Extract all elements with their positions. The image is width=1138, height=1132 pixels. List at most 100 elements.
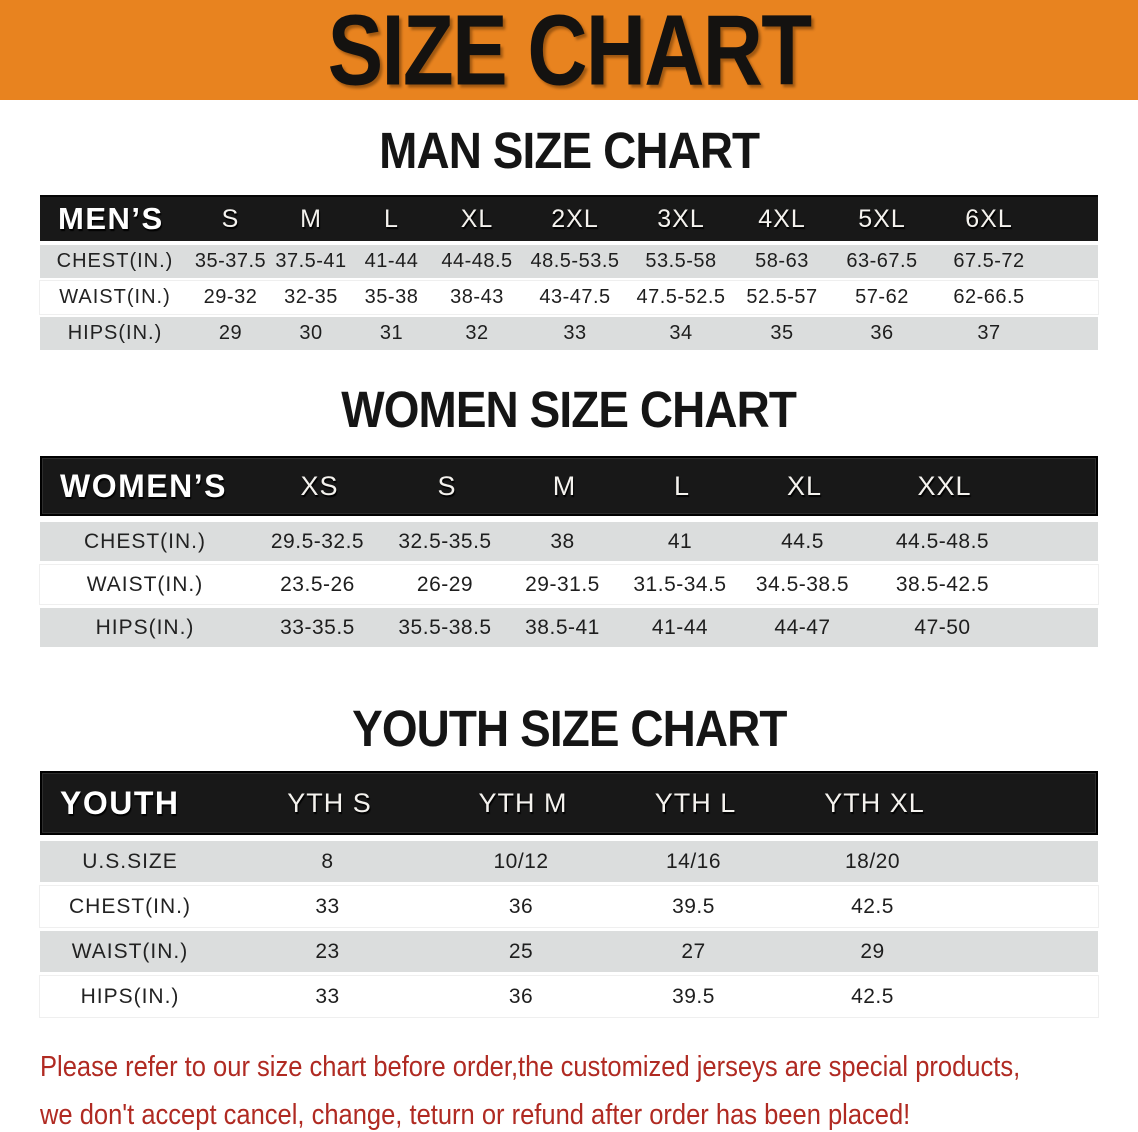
man-section-title-text: MAN SIZE CHART — [378, 122, 760, 179]
size-cell: 57-62 — [855, 286, 909, 308]
table-header-row: YOUTH YTH S YTH M YTH L YTH XL — [40, 771, 1098, 835]
column-header: S — [437, 470, 457, 501]
row-label: WAIST(IN.) — [59, 286, 171, 308]
size-cell: 53.5-58 — [645, 250, 717, 272]
column-header: YTH S — [287, 787, 372, 818]
size-cell: 37 — [977, 322, 1001, 344]
column-header: XS — [300, 470, 339, 501]
size-cell: 35 — [770, 322, 794, 344]
size-cell: 58-63 — [755, 250, 809, 272]
size-cell: 26-29 — [416, 572, 474, 596]
table-row: HIPS(IN.) 29 30 31 32 33 34 35 36 37 — [40, 317, 1098, 350]
size-cell: 38-43 — [450, 286, 504, 308]
size-cell: 63-67.5 — [846, 250, 918, 272]
size-cell: 38 — [550, 529, 575, 553]
disclaimer-line-2: we don't accept cancel, change, teturn o… — [40, 1099, 911, 1131]
size-cell: 29 — [218, 322, 243, 344]
men-size-table: MEN’S S M L XL 2XL 3XL 4XL 5XL 6XL CHEST(IN.) 35-37… — [40, 195, 1098, 350]
size-cell: 48.5-53.5 — [530, 250, 620, 272]
column-header: 4XL — [758, 204, 806, 233]
column-header: M — [300, 204, 322, 233]
size-cell: 29 — [860, 939, 885, 963]
size-cell: 27 — [681, 939, 706, 963]
table-row: WAIST(IN.) 29-32 32-35 35-38 38-43 43-47.5 47.… — [40, 281, 1098, 314]
size-chart-banner: SIZE CHART — [0, 0, 1138, 101]
size-cell: 33 — [563, 322, 587, 344]
size-cell: 25 — [508, 939, 534, 963]
size-cell: 33 — [315, 894, 340, 918]
size-cell: 23.5-26 — [280, 572, 355, 596]
table-row: U.S.SIZE 8 10/12 14/16 18/20 — [40, 841, 1098, 882]
disclaimer-line-1: Please refer to our size chart before or… — [40, 1051, 1021, 1083]
size-cell: 36 — [508, 894, 534, 918]
size-cell: 34.5-38.5 — [755, 572, 850, 596]
row-label: HIPS(IN.) — [95, 615, 195, 639]
table-row: WAIST(IN.) 23 25 27 29 — [40, 931, 1098, 972]
row-label: CHEST(IN.) — [84, 529, 206, 553]
size-cell: 37.5-41 — [275, 250, 347, 272]
size-cell: 29-31.5 — [525, 572, 600, 596]
table-header-row: MEN’S S M L XL 2XL 3XL 4XL 5XL 6XL — [40, 195, 1098, 241]
column-header: YTH XL — [824, 787, 925, 818]
size-cell: 43-47.5 — [539, 286, 611, 308]
size-cell: 42.5 — [851, 984, 894, 1008]
table-header-label: MEN’S — [58, 201, 164, 236]
size-cell: 14/16 — [665, 849, 722, 873]
size-cell: 32 — [465, 322, 489, 344]
row-label: CHEST(IN.) — [56, 250, 174, 272]
table-row: CHEST(IN.) 29.5-32.5 32.5-35.5 38 41 44.5 44.5… — [40, 522, 1098, 561]
size-cell: 30 — [299, 322, 323, 344]
size-cell: 8 — [321, 849, 334, 873]
size-cell: 32.5-35.5 — [398, 529, 492, 553]
size-cell: 18/20 — [844, 849, 901, 873]
column-header: S — [221, 204, 240, 233]
column-header: XL — [786, 470, 823, 501]
size-cell: 29.5-32.5 — [270, 529, 365, 553]
size-cell: 41 — [667, 529, 693, 553]
size-cell: 41-44 — [651, 615, 709, 639]
column-header: XL — [460, 204, 494, 233]
youth-section-title-text: YOUTH SIZE CHART — [351, 700, 787, 757]
size-cell: 62-66.5 — [953, 286, 1025, 308]
row-label: WAIST(IN.) — [71, 939, 189, 963]
size-cell: 52.5-57 — [746, 286, 818, 308]
size-cell: 34 — [669, 322, 693, 344]
size-cell: 33-35.5 — [280, 615, 355, 639]
size-cell: 35.5-38.5 — [398, 615, 492, 639]
row-label: WAIST(IN.) — [86, 572, 204, 596]
size-cell: 36 — [870, 322, 894, 344]
size-cell: 47.5-52.5 — [636, 286, 726, 308]
column-header: 6XL — [965, 204, 1013, 233]
disclaimer-text: Please refer to our size chart before or… — [40, 1043, 1118, 1132]
women-section-title: WOMEN SIZE CHART — [0, 382, 1138, 438]
women-size-table: WOMEN’S XS S M L XL XXL CHEST(IN.) 29.5-32.5 32.5… — [40, 456, 1098, 647]
size-cell: 44-48.5 — [441, 250, 513, 272]
size-cell: 39.5 — [672, 894, 715, 918]
size-cell: 47-50 — [914, 615, 971, 639]
size-cell: 39.5 — [672, 984, 715, 1008]
size-cell: 44.5-48.5 — [895, 529, 990, 553]
size-cell: 32-35 — [284, 286, 338, 308]
column-header: YTH M — [478, 787, 568, 818]
size-cell: 10/12 — [493, 849, 549, 873]
column-header: L — [673, 470, 691, 501]
row-label: CHEST(IN.) — [69, 894, 191, 918]
column-header: XXL — [917, 470, 972, 501]
size-cell: 44.5 — [781, 529, 824, 553]
table-row: CHEST(IN.) 35-37.5 37.5-41 41-44 44-48.5 48.5… — [40, 245, 1098, 278]
size-cell: 33 — [315, 984, 340, 1008]
column-header: YTH L — [654, 787, 737, 818]
table-row: CHEST(IN.) 33 36 39.5 42.5 — [40, 886, 1098, 927]
size-cell: 38.5-42.5 — [895, 572, 990, 596]
size-cell: 42.5 — [851, 894, 894, 918]
column-header: M — [552, 470, 577, 501]
table-header-label: YOUTH — [60, 784, 180, 821]
size-cell: 36 — [508, 984, 534, 1008]
size-cell: 44-47 — [774, 615, 831, 639]
size-cell: 67.5-72 — [953, 250, 1025, 272]
size-cell: 41-44 — [364, 250, 419, 272]
column-header: L — [384, 204, 399, 233]
table-header-label: WOMEN’S — [60, 467, 227, 504]
size-cell: 31 — [379, 322, 404, 344]
youth-size-table: YOUTH YTH S YTH M YTH L YTH XL U.S.SIZE 8 10/12… — [40, 771, 1098, 1017]
